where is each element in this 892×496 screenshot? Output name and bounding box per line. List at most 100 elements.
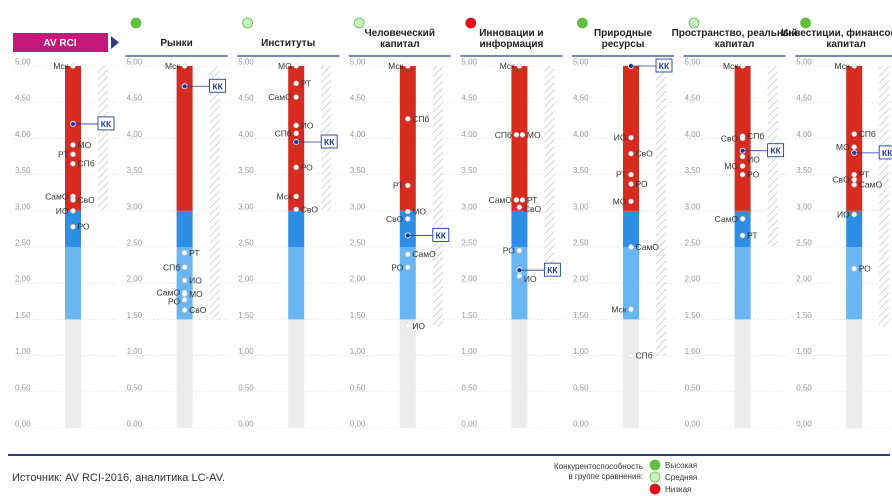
data-point bbox=[70, 142, 76, 148]
data-point bbox=[516, 63, 523, 69]
data-point bbox=[513, 197, 520, 203]
data-point bbox=[739, 153, 746, 160]
band-medium bbox=[734, 210, 751, 247]
data-point bbox=[516, 204, 523, 210]
y-tick-label: 4,50 bbox=[238, 94, 254, 103]
point-label: МО bbox=[836, 142, 850, 152]
data-point bbox=[181, 291, 188, 297]
y-tick-label: 0,00 bbox=[796, 420, 812, 429]
highlight-label: КК bbox=[324, 137, 335, 147]
data-point bbox=[293, 80, 299, 87]
panel-title: Рынки bbox=[160, 38, 192, 49]
point-label: СПб bbox=[275, 128, 292, 138]
y-tick-label: 3,00 bbox=[573, 202, 589, 211]
y-tick-label: 1,00 bbox=[461, 347, 477, 356]
point-label: СПб bbox=[747, 131, 764, 141]
data-point bbox=[516, 247, 523, 254]
panel-title: Институты bbox=[261, 38, 315, 49]
point-label: СПб bbox=[78, 159, 95, 169]
data-point bbox=[293, 63, 299, 69]
band-high bbox=[846, 66, 863, 211]
point-label: СамО bbox=[636, 242, 660, 252]
data-point bbox=[628, 352, 634, 359]
highlight-label: КК bbox=[212, 81, 223, 91]
y-tick-label: 5,00 bbox=[15, 58, 31, 67]
point-label: СПб bbox=[636, 351, 653, 361]
highlight-label: КК bbox=[659, 61, 670, 71]
y-tick-label: 4,50 bbox=[685, 94, 701, 103]
data-point bbox=[405, 63, 411, 69]
point-label: МО bbox=[278, 61, 292, 71]
scale-hatch bbox=[98, 66, 108, 211]
point-label: ИО bbox=[301, 120, 314, 130]
y-tick-label: 4,00 bbox=[15, 130, 31, 139]
highlight-box bbox=[97, 116, 115, 131]
scale-hatch bbox=[879, 66, 890, 327]
legend-dot bbox=[649, 459, 661, 471]
highlight-box bbox=[543, 262, 561, 277]
y-tick-label: 4,00 bbox=[461, 130, 477, 139]
data-point bbox=[628, 150, 634, 157]
highlight-box bbox=[655, 58, 673, 73]
status-dot bbox=[800, 17, 811, 29]
point-label: РТ bbox=[58, 149, 68, 159]
data-point bbox=[293, 122, 299, 129]
band-medium-low bbox=[176, 247, 193, 320]
scale-hatch bbox=[432, 66, 443, 327]
y-tick-label: 4,50 bbox=[350, 94, 366, 103]
legend-label: Средняя bbox=[665, 473, 697, 482]
data-point bbox=[851, 144, 857, 150]
band-high bbox=[176, 66, 193, 211]
y-tick-label: 0,00 bbox=[127, 420, 143, 429]
point-label: РО bbox=[301, 162, 313, 172]
y-tick-label: 1,00 bbox=[127, 347, 143, 356]
y-tick-label: 0,50 bbox=[796, 383, 812, 392]
y-tick-label: 5,00 bbox=[573, 58, 589, 67]
panel-title: капитал bbox=[715, 39, 755, 50]
y-tick-label: 5,00 bbox=[685, 58, 701, 67]
y-tick-label: 4,50 bbox=[461, 94, 477, 103]
point-label: МО bbox=[613, 196, 627, 206]
y-tick-label: 1,50 bbox=[127, 311, 143, 320]
point-label: МО bbox=[189, 289, 203, 299]
y-tick-label: 2,00 bbox=[573, 275, 589, 284]
data-point bbox=[739, 171, 746, 178]
point-label: РО bbox=[636, 179, 648, 189]
y-tick-label: 5,00 bbox=[350, 58, 366, 67]
data-point bbox=[628, 181, 634, 187]
data-point bbox=[181, 297, 188, 303]
data-point bbox=[293, 193, 299, 200]
point-label: СПб bbox=[412, 114, 429, 124]
y-tick-label: 0,50 bbox=[15, 383, 31, 392]
data-point bbox=[628, 198, 634, 205]
data-point bbox=[851, 63, 857, 69]
panel-2: 0,00 0,50 1,00 1,50 2,00 2,50 3,00 3,50 4,00 4,50… bbox=[125, 58, 230, 429]
y-tick-label: 0,00 bbox=[685, 420, 701, 429]
y-tick-label: 4,00 bbox=[685, 130, 701, 139]
band-medium-low bbox=[65, 247, 81, 320]
point-label: СвО bbox=[78, 195, 96, 205]
band-low bbox=[65, 319, 81, 428]
point-label: РО bbox=[78, 222, 90, 232]
band-low bbox=[734, 319, 751, 428]
panel-5: 0,00 0,50 1,00 1,50 2,00 2,50 3,00 3,50 4,00 4,50… bbox=[460, 58, 565, 429]
point-label: ИО bbox=[56, 206, 69, 216]
data-point bbox=[628, 171, 634, 178]
y-tick-label: 2,50 bbox=[685, 239, 701, 248]
y-tick-label: 3,50 bbox=[238, 166, 254, 175]
y-tick-label: 4,50 bbox=[15, 94, 31, 103]
data-point bbox=[293, 130, 299, 137]
data-point bbox=[513, 132, 520, 138]
y-tick-label: 3,50 bbox=[15, 166, 31, 175]
y-tick-label: 1,00 bbox=[238, 347, 254, 356]
data-point bbox=[70, 224, 76, 230]
band-medium bbox=[511, 210, 528, 247]
y-tick-label: 4,00 bbox=[238, 130, 254, 139]
band-medium bbox=[623, 210, 639, 247]
point-label: Мск bbox=[723, 61, 738, 71]
y-tick-label: 4,00 bbox=[127, 130, 143, 139]
point-label: СвО bbox=[386, 214, 404, 224]
y-tick-label: 0,00 bbox=[573, 420, 589, 429]
y-tick-label: 3,50 bbox=[796, 166, 812, 175]
